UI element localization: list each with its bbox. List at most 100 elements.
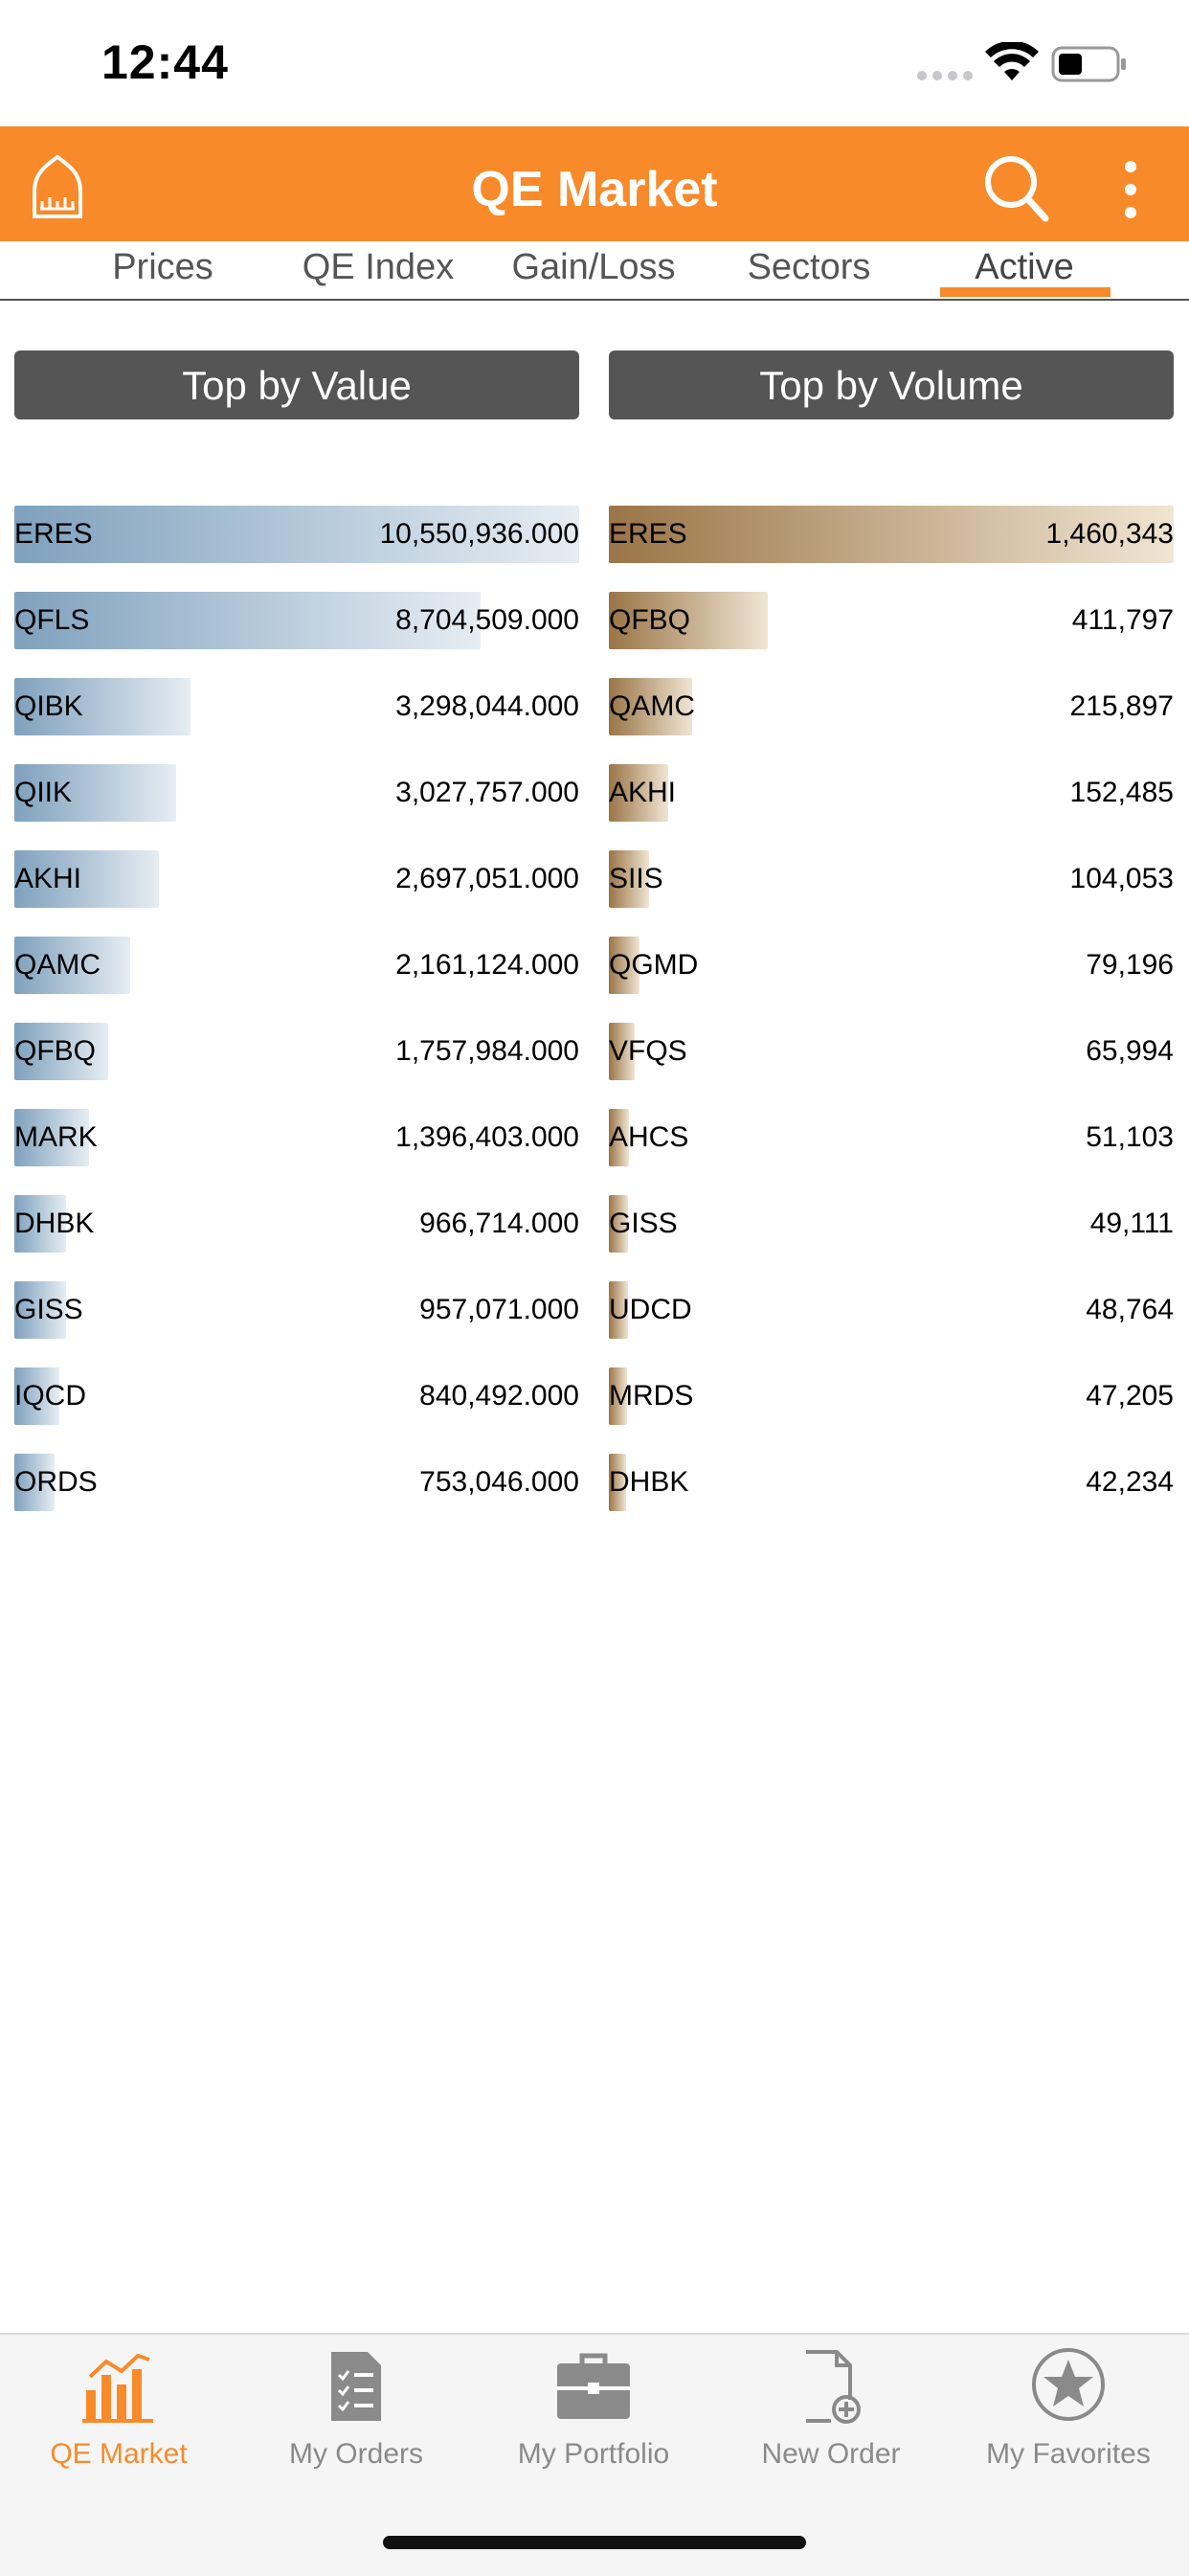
- list-item[interactable]: QFBQ 1,757,984.000: [14, 1023, 579, 1109]
- list-item[interactable]: GISS 957,071.000: [14, 1281, 579, 1367]
- value-label: 1,460,343: [1045, 518, 1174, 550]
- symbol-label: MARK: [14, 1121, 98, 1153]
- list-item[interactable]: QFLS 8,704,509.000: [14, 592, 579, 678]
- value-label: 3,027,757.000: [395, 777, 579, 808]
- top-by-volume-list: ERES 1,460,343 QFBQ 411,797 QAMC 215,897 AKHI 1…: [609, 506, 1174, 1540]
- list-item[interactable]: QIBK 3,298,044.000: [14, 678, 579, 764]
- more-options-icon[interactable]: [1116, 159, 1145, 220]
- value-label: 2,697,051.000: [395, 863, 579, 894]
- list-item[interactable]: QIIK 3,027,757.000: [14, 764, 579, 850]
- bar-ords: [14, 1454, 56, 1511]
- list-item[interactable]: VFQS 65,994: [609, 1023, 1174, 1109]
- tab-active[interactable]: Active: [975, 247, 1074, 287]
- bar-dhbk: [609, 1454, 626, 1511]
- value-label: 215,897: [1069, 690, 1174, 722]
- symbol-label: QIBK: [14, 690, 83, 722]
- tab-prices[interactable]: Prices: [112, 247, 213, 287]
- symbol-label: AKHI: [14, 863, 82, 894]
- tab-qe-index[interactable]: QE Index: [302, 247, 455, 287]
- value-label: 411,797: [1071, 604, 1174, 636]
- list-item[interactable]: GISS 49,111: [609, 1195, 1174, 1281]
- nav-label: My Orders: [288, 2438, 423, 2470]
- page-title: QE Market: [471, 162, 718, 217]
- value-label: 49,111: [1089, 1208, 1174, 1239]
- value-label: 152,485: [1069, 777, 1174, 808]
- value-label: 47,205: [1086, 1380, 1174, 1412]
- nav-my-favorites[interactable]: My Favorites: [950, 2346, 1187, 2480]
- bar-mark: [14, 1109, 90, 1166]
- list-item[interactable]: QGMD 79,196: [609, 937, 1174, 1023]
- symbol-label: DHBK: [609, 1466, 689, 1498]
- list-item[interactable]: SIIS 104,053: [609, 850, 1174, 937]
- symbol-label: DHBK: [14, 1208, 95, 1239]
- symbol-label: GISS: [609, 1208, 678, 1239]
- bar-qamc: [609, 678, 693, 735]
- symbol-label: QGMD: [609, 949, 699, 981]
- orders-list-icon: [331, 2352, 381, 2421]
- list-item[interactable]: ERES 1,460,343: [609, 506, 1174, 592]
- symbol-label: QAMC: [14, 949, 101, 981]
- bar-qfbq: [609, 592, 769, 649]
- list-item[interactable]: DHBK 42,234: [609, 1454, 1174, 1540]
- list-item[interactable]: DHBK 966,714.000: [14, 1195, 579, 1281]
- tab-sectors[interactable]: Sectors: [747, 247, 871, 287]
- tab-gain-loss[interactable]: Gain/Loss: [511, 247, 676, 287]
- value-label: 79,196: [1086, 949, 1174, 981]
- list-item[interactable]: AHCS 51,103: [609, 1109, 1174, 1195]
- bar-giss: [609, 1195, 628, 1253]
- star-icon: [1032, 2348, 1105, 2421]
- value-label: 753,046.000: [419, 1466, 579, 1498]
- list-item[interactable]: AKHI 152,485: [609, 764, 1174, 850]
- bar-ahcs: [609, 1109, 629, 1166]
- symbol-label: ORDS: [14, 1466, 98, 1498]
- nav-my-portfolio[interactable]: My Portfolio: [475, 2346, 712, 2480]
- symbol-label: VFQS: [609, 1035, 687, 1067]
- top-by-volume-button[interactable]: Top by Volume: [609, 350, 1174, 419]
- symbol-label: GISS: [14, 1294, 83, 1325]
- bar-siis: [609, 850, 650, 908]
- value-label: 1,757,984.000: [395, 1035, 579, 1067]
- symbol-label: AHCS: [609, 1121, 689, 1153]
- value-label: 840,492.000: [419, 1380, 579, 1412]
- list-item[interactable]: QFBQ 411,797: [609, 592, 1174, 678]
- nav-my-orders[interactable]: My Orders: [237, 2346, 475, 2480]
- search-icon[interactable]: [982, 153, 1049, 222]
- new-document-icon: [806, 2350, 861, 2424]
- bar-vfqs: [609, 1023, 635, 1080]
- list-item[interactable]: ORDS 753,046.000: [14, 1454, 579, 1540]
- list-item[interactable]: QAMC 2,161,124.000: [14, 937, 579, 1023]
- symbol-label: ERES: [609, 518, 687, 550]
- symbol-label: SIIS: [609, 863, 663, 894]
- list-item[interactable]: MARK 1,396,403.000: [14, 1109, 579, 1195]
- value-label: 65,994: [1086, 1035, 1174, 1067]
- bar-qiik: [14, 764, 177, 822]
- symbol-label: UDCD: [609, 1294, 692, 1325]
- bar-akhi: [14, 850, 159, 908]
- cellular-signal-icon: [917, 71, 973, 80]
- list-item[interactable]: QAMC 215,897: [609, 678, 1174, 764]
- bar-akhi: [609, 764, 668, 822]
- list-item[interactable]: ERES 10,550,936.000: [14, 506, 579, 592]
- list-item[interactable]: IQCD 840,492.000: [14, 1367, 579, 1454]
- nav-qe-market[interactable]: QE Market: [0, 2346, 237, 2480]
- value-label: 8,704,509.000: [395, 604, 579, 636]
- wifi-icon: [985, 42, 1039, 80]
- status-time: 12:44: [101, 35, 229, 89]
- bar-iqcd: [14, 1367, 59, 1425]
- value-label: 42,234: [1086, 1466, 1174, 1498]
- bar-mrds: [609, 1367, 628, 1425]
- value-label: 48,764: [1086, 1294, 1174, 1325]
- list-item[interactable]: UDCD 48,764: [609, 1281, 1174, 1367]
- list-item[interactable]: AKHI 2,697,051.000: [14, 850, 579, 937]
- list-item[interactable]: MRDS 47,205: [609, 1367, 1174, 1454]
- value-label: 966,714.000: [419, 1208, 579, 1239]
- active-tab-indicator: [940, 287, 1110, 297]
- nav-label: New Order: [761, 2438, 901, 2470]
- top-by-value-button[interactable]: Top by Value: [14, 350, 579, 419]
- symbol-label: AKHI: [609, 777, 677, 808]
- symbol-label: QFBQ: [14, 1035, 97, 1067]
- symbol-label: QFBQ: [609, 604, 691, 636]
- bar-eres: [14, 506, 579, 563]
- nav-new-order[interactable]: New Order: [712, 2346, 950, 2480]
- value-label: 104,053: [1069, 863, 1174, 894]
